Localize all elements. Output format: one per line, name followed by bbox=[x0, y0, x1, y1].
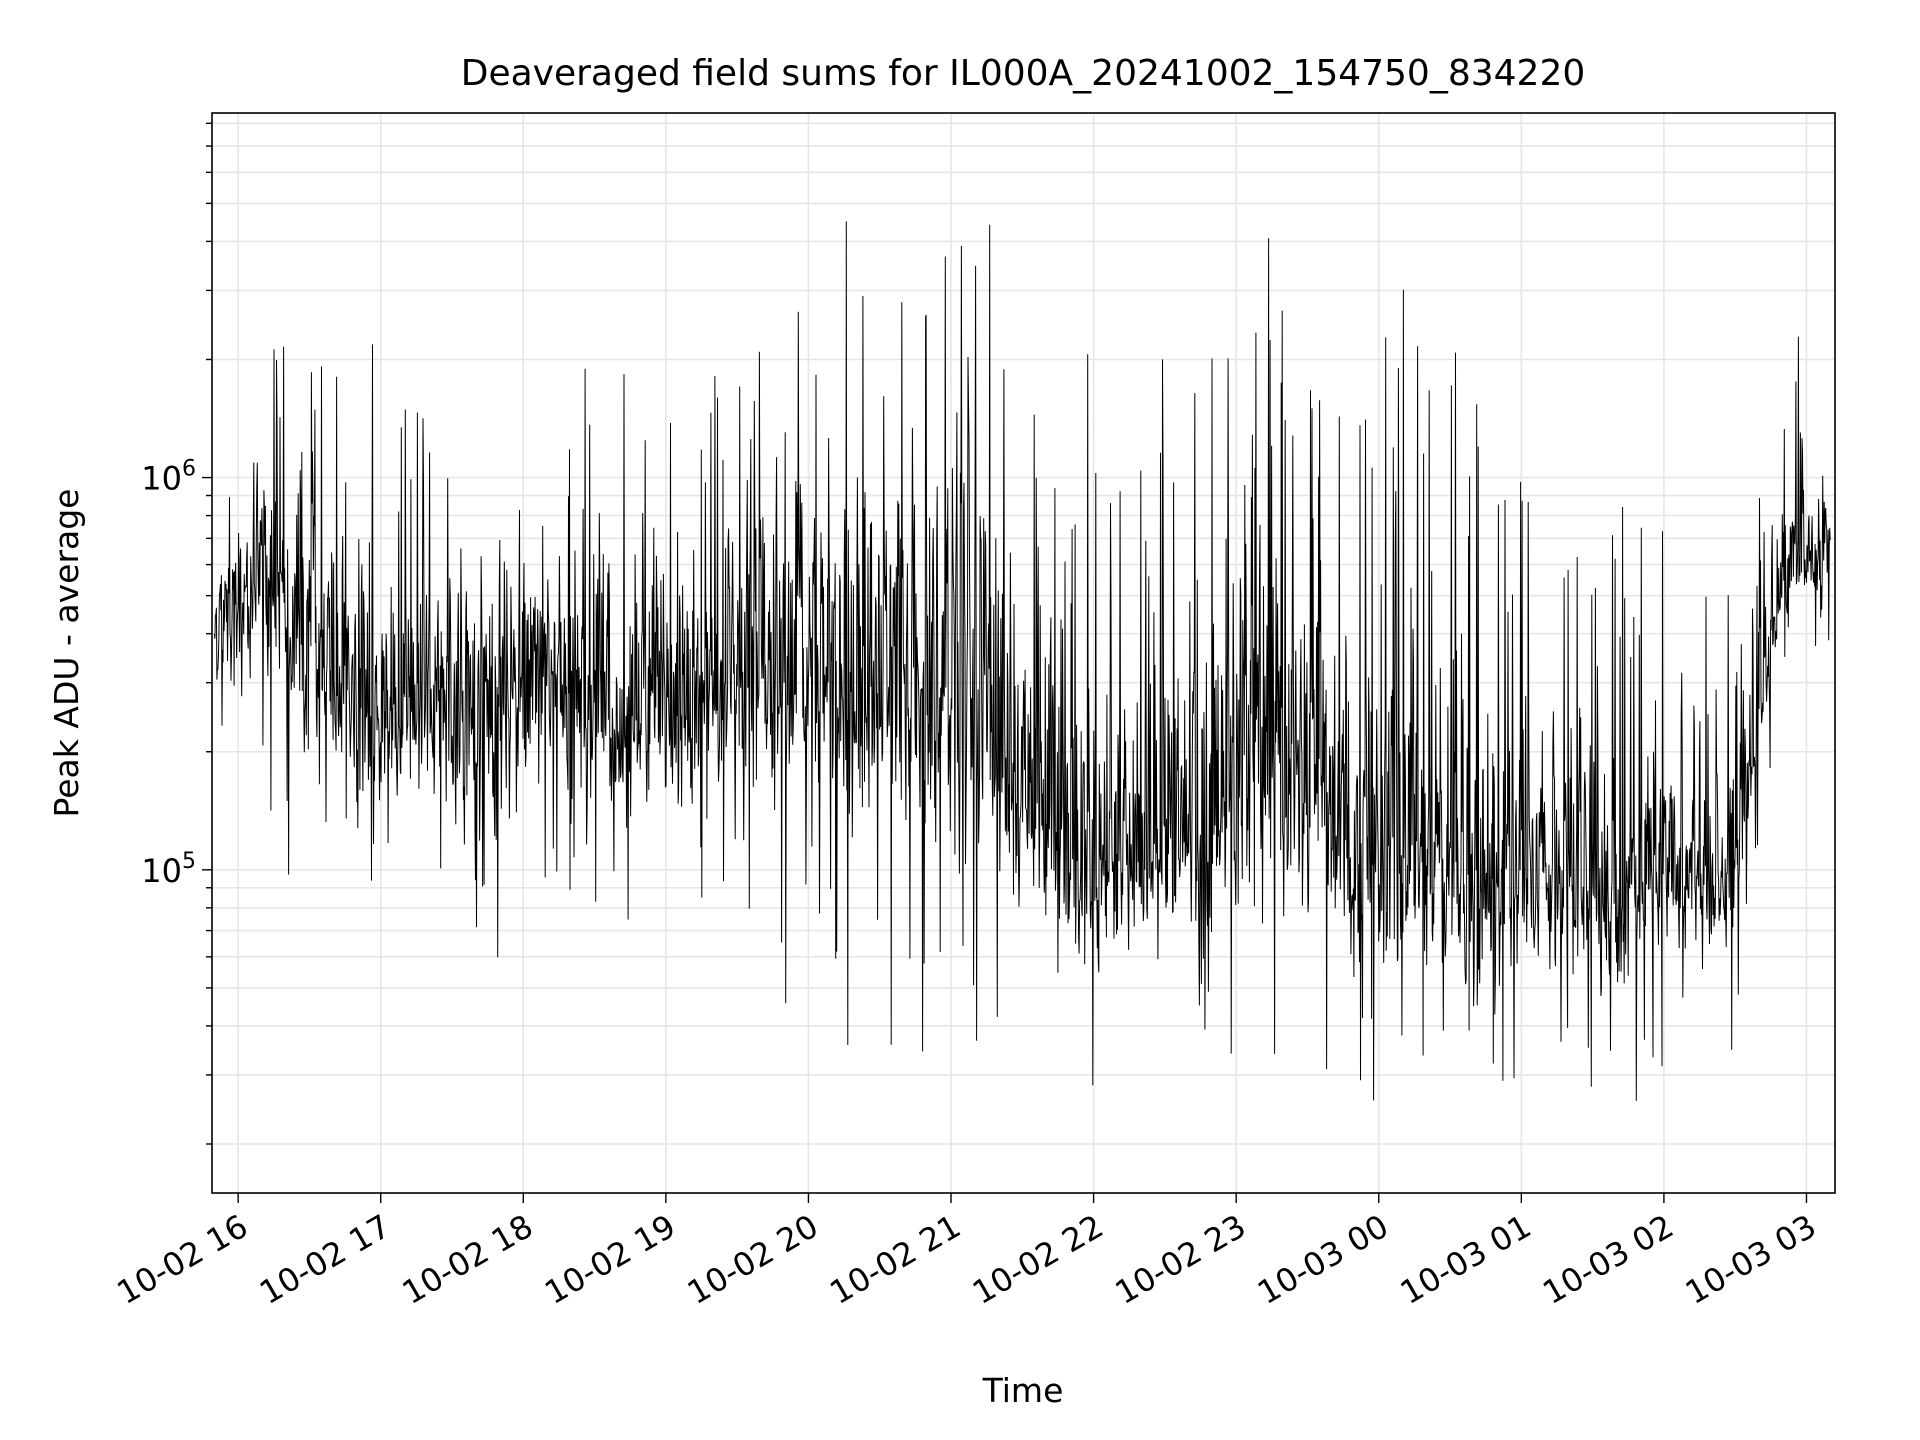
chart-title: Deaveraged field sums for IL000A_2024100… bbox=[461, 53, 1586, 94]
series-line bbox=[213, 221, 1831, 1101]
y-axis-ticks: 105 106 bbox=[141, 122, 212, 1145]
y-tick-label: 105 bbox=[141, 849, 196, 890]
x-axis-label: Time bbox=[982, 1371, 1064, 1410]
y-axis-label: Peak ADU - average bbox=[47, 489, 86, 818]
plot-frame bbox=[211, 112, 1836, 1194]
y-tick-label: 106 bbox=[141, 457, 196, 498]
plot-data-group bbox=[213, 221, 1831, 1101]
